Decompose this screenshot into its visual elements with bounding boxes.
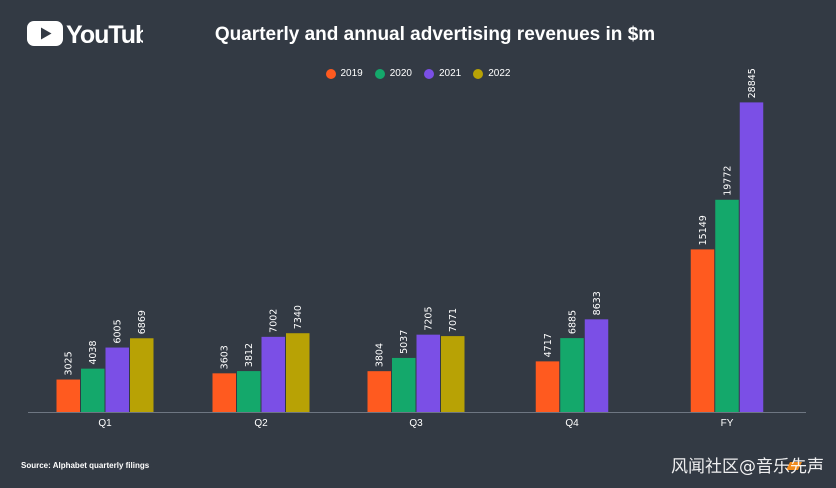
data-label: 7071 [448,308,459,332]
bar-q4-2019[interactable] [535,361,560,412]
data-label: 7340 [293,305,304,329]
legend-item-2019[interactable]: 2019 [325,68,363,79]
legend-label: 2019 [340,68,363,79]
data-label: 3804 [375,343,386,367]
bar-q4-2020[interactable] [560,338,584,412]
data-label: 4038 [88,340,99,364]
watermark-logo-icon [768,461,804,471]
bar-fy-2020[interactable] [715,199,739,412]
data-label: 6005 [113,319,124,343]
data-label: 28845 [747,68,758,98]
bar-q2-2022[interactable] [286,333,310,412]
bar-q3-2022[interactable] [441,336,465,412]
data-label: 3812 [244,343,255,367]
data-label: 8633 [592,291,603,315]
bar-q3-2020[interactable] [392,357,416,412]
bar-q1-2022[interactable] [130,338,154,412]
legend-swatch-icon [325,68,336,79]
bar-fy-2021[interactable] [739,102,764,412]
x-tick-label: Q3 [409,418,423,429]
source-note: Source: Alphabet quarterly filings [21,461,150,470]
bar-q1-2021[interactable] [105,347,130,412]
chart-title: Quarterly and annual advertising revenue… [214,24,656,45]
data-label: 3025 [64,351,75,375]
youtube-wordmark: YouTube [66,21,143,49]
legend-swatch-icon [424,68,434,79]
legend-label: 2020 [389,68,412,79]
watermark-text: 风闻社区@音乐先声 [671,457,824,477]
data-label: 5037 [399,330,410,354]
bar-q2-2020[interactable] [237,371,261,412]
bar-q4-2021[interactable] [584,319,609,412]
data-label: 6885 [568,310,579,334]
x-tick-label: Q2 [254,418,268,429]
legend-label: 2022 [488,68,511,79]
legend-item-2020[interactable]: 2020 [374,68,412,79]
legend-label: 2021 [439,68,462,79]
data-label: 6869 [137,310,148,334]
data-label: 4717 [543,333,554,357]
bar-fy-2019[interactable] [690,249,715,412]
bar-q2-2021[interactable] [261,336,286,412]
bar-q3-2021[interactable] [416,334,441,412]
x-tick-label: Q1 [98,418,112,429]
data-label: 7205 [424,306,435,330]
legend-item-2022[interactable]: 2022 [473,68,511,79]
data-label: 15149 [698,215,709,245]
bar-q1-2020[interactable] [81,368,105,412]
bar-q3-2019[interactable] [367,371,392,412]
chart-legend: 2019 2020 2021 2022 [0,68,836,79]
legend-swatch-icon [473,68,484,79]
bar-q1-2019[interactable] [56,379,81,412]
bar-q2-2019[interactable] [212,373,237,412]
legend-swatch-icon [374,68,385,79]
data-label: 3603 [220,345,231,369]
x-tick-label: Q4 [565,418,579,429]
youtube-play-triangle [41,27,52,40]
youtube-logo: YouTube [27,21,143,49]
data-label: 7002 [269,309,280,333]
data-label: 19772 [723,166,734,196]
x-tick-label: FY [721,418,734,429]
legend-item-2021[interactable]: 2021 [424,68,461,79]
